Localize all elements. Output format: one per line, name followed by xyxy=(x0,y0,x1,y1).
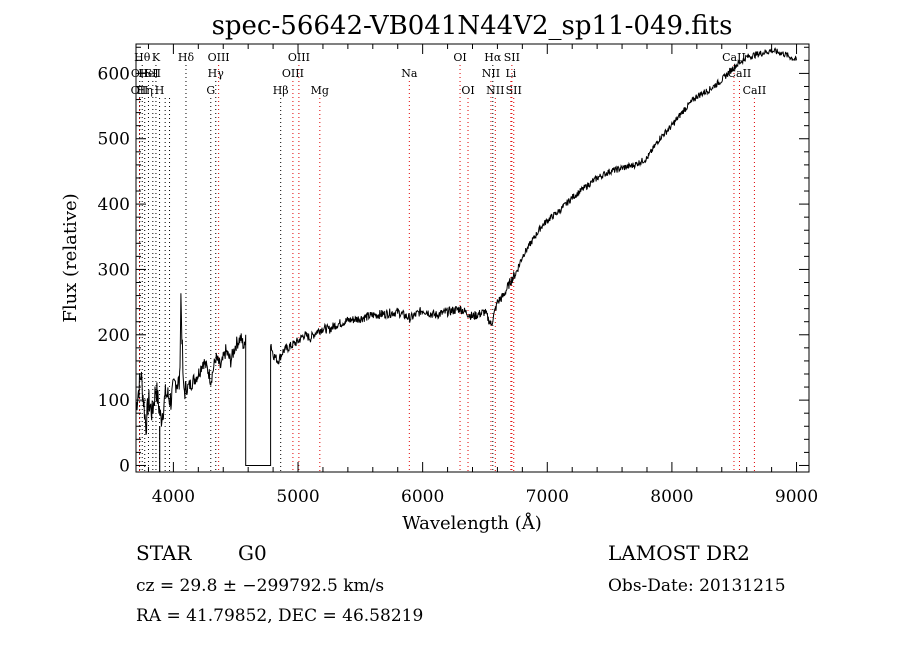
y-tick-label: 200 xyxy=(98,326,130,346)
object-subclass: G0 xyxy=(238,541,267,565)
y-tick-label: 600 xyxy=(98,64,130,84)
redshift-info: cz = 29.8 ± −299792.5 km/s xyxy=(136,576,384,596)
x-axis-ticks: 4000 5000 6000 7000 8000 9000 xyxy=(147,44,818,507)
y-tick-label: 300 xyxy=(98,260,130,280)
line-label: OIII xyxy=(288,51,310,64)
y-axis-label: Flux (relative) xyxy=(60,193,81,322)
x-tick-label: 7000 xyxy=(526,487,569,507)
x-tick-label: 6000 xyxy=(401,487,444,507)
line-label: SII xyxy=(145,67,161,80)
x-tick-label: 8000 xyxy=(650,487,693,507)
line-label: OII xyxy=(131,84,149,97)
line-label: Hδ xyxy=(178,51,195,64)
spectral-line-markers xyxy=(138,65,755,472)
x-axis-label: Wavelength (Å) xyxy=(402,512,542,534)
line-label: OIII xyxy=(208,51,230,64)
line-label: SII xyxy=(506,84,522,97)
coordinates: RA = 41.79852, DEC = 46.58219 xyxy=(136,606,423,626)
y-axis-ticks: 0 100 200 300 400 500 600 xyxy=(98,46,809,476)
spectrum-series xyxy=(135,47,797,472)
x-tick-label: 5000 xyxy=(276,487,319,507)
object-class: STAR xyxy=(136,541,192,565)
line-label: OIII xyxy=(282,67,304,80)
line-label: CaII xyxy=(743,84,767,97)
line-label: Hη xyxy=(137,84,153,97)
line-label: NII xyxy=(482,67,500,80)
y-tick-label: 0 xyxy=(119,456,130,476)
line-label: K xyxy=(152,51,161,64)
line-label: OI xyxy=(461,84,474,97)
line-label: Hα xyxy=(484,51,502,64)
line-label: CaII xyxy=(722,51,746,64)
y-tick-label: 400 xyxy=(98,195,130,215)
plot-frame xyxy=(135,43,810,473)
observation-date: Obs-Date: 20131215 xyxy=(608,576,786,596)
y-tick-label: 100 xyxy=(98,391,130,411)
line-label: Hθ xyxy=(134,51,151,64)
line-label: Hβ xyxy=(273,84,289,97)
chart-title: spec-56642-VB041N44V2_sp11-049.fits xyxy=(212,11,733,41)
line-label: Mg xyxy=(311,84,329,97)
line-label: H xyxy=(155,84,165,97)
line-label: SII xyxy=(504,51,520,64)
y-tick-label: 500 xyxy=(98,130,130,150)
line-label: G xyxy=(206,84,215,97)
spectral-line-labels: HθOIIOIIHηHeISIIKHHδGHγOIIIHβOIIIOIIIMgN… xyxy=(131,51,767,97)
line-label: HeI xyxy=(138,67,158,80)
spectrum-line xyxy=(135,47,797,466)
line-label: Na xyxy=(401,67,418,80)
line-label: Hγ xyxy=(208,67,225,80)
line-label: NII xyxy=(486,84,504,97)
survey-name: LAMOST DR2 xyxy=(608,541,750,565)
line-label: OI xyxy=(453,51,466,64)
x-tick-label: 4000 xyxy=(152,487,195,507)
line-label: Li xyxy=(505,67,516,80)
x-tick-label: 9000 xyxy=(775,487,818,507)
